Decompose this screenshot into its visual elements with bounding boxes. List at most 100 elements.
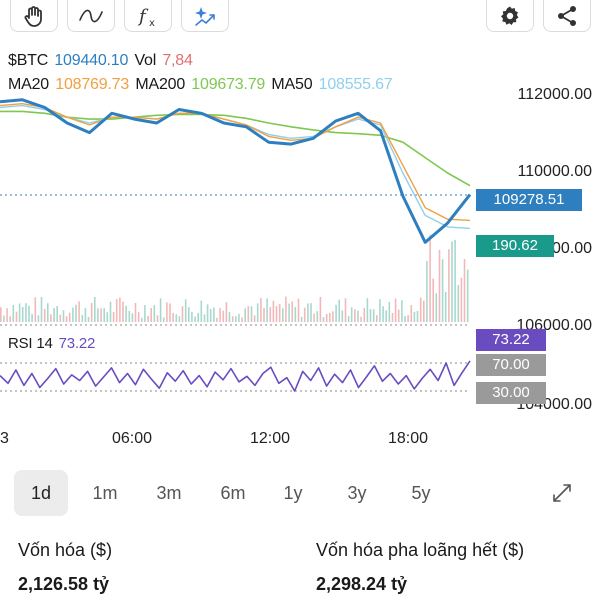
volume-bar	[147, 316, 149, 322]
range-3y-button[interactable]: 3y	[347, 483, 367, 503]
volume-bar	[228, 312, 231, 322]
volume-bar	[172, 312, 174, 322]
volume-bar	[90, 303, 93, 322]
vol-value: 7,84	[162, 52, 193, 69]
volume-bar	[244, 308, 246, 322]
volume-bar	[363, 308, 366, 322]
volume-bar	[134, 302, 137, 322]
volume-bar	[466, 269, 469, 322]
ma200-label: MA200	[135, 76, 186, 93]
volume-bar	[225, 302, 228, 322]
volume-bar	[275, 306, 278, 322]
volume-bar	[307, 303, 309, 322]
volume-bar	[178, 316, 181, 322]
ma50-label: MA50	[271, 76, 313, 93]
volume-bar	[269, 307, 272, 322]
volume-bar	[150, 308, 152, 322]
volume-bar	[322, 317, 325, 322]
range-5y-button[interactable]: 5y	[411, 483, 431, 503]
ma20-line	[0, 103, 471, 222]
volume-bar	[109, 301, 112, 322]
rsi-legend: RSI 14 73.22	[8, 335, 97, 352]
volume-bar	[75, 304, 77, 322]
time-tick: 06:00	[112, 430, 153, 447]
range-3m-button[interactable]: 3m	[156, 483, 182, 503]
volume-bar	[15, 311, 18, 322]
volume-bar	[125, 305, 127, 322]
volume-bar	[457, 284, 460, 322]
volume-bar	[181, 306, 184, 322]
ma50-value: 108555.67	[318, 76, 393, 93]
volume-bar	[250, 306, 253, 322]
volume-bar	[291, 301, 293, 322]
volume-bar	[319, 296, 322, 322]
volume-bar	[31, 314, 33, 322]
ma200-line	[0, 110, 471, 187]
volume-bar	[344, 298, 347, 322]
indicator-button[interactable]: f x	[124, 0, 172, 32]
volume-bar	[247, 306, 250, 322]
volume-bar	[12, 305, 15, 322]
volume-bar	[50, 314, 52, 322]
volume-bar	[235, 316, 237, 322]
volume-bar	[429, 234, 431, 322]
volume-bar	[200, 300, 203, 322]
volume-bar	[153, 305, 156, 322]
ai-signal-button[interactable]	[181, 0, 229, 32]
volume-bar	[335, 304, 337, 322]
drawing-tool-button[interactable]	[10, 0, 58, 32]
volume-bar	[131, 313, 134, 322]
price-tick: 112000.00	[517, 86, 592, 103]
volume-bar	[388, 301, 391, 322]
symbol-label: $BTC	[8, 52, 49, 69]
market-cap-value: 2,126.58 tỷ	[18, 574, 110, 594]
volume-bar	[357, 310, 359, 322]
fullscreen-button[interactable]	[540, 470, 584, 516]
settings-button[interactable]	[486, 0, 534, 32]
volume-bar	[256, 303, 259, 322]
volume-bar	[6, 308, 8, 322]
range-1y-button[interactable]: 1y	[283, 483, 303, 503]
volume-bar	[372, 309, 375, 322]
function-icon: f x	[137, 6, 155, 28]
volume-bar	[366, 298, 369, 322]
volume-bar	[209, 309, 212, 322]
volume-bar	[0, 307, 2, 322]
volume-bar	[144, 305, 146, 322]
volume-bar	[419, 297, 422, 322]
fdv-value: 2,298.24 tỷ	[316, 574, 408, 594]
volume-bar	[119, 297, 121, 322]
share-button[interactable]	[543, 0, 591, 32]
volume-bar	[394, 298, 397, 322]
range-6m-button[interactable]: 6m	[220, 483, 246, 503]
volume-bar	[341, 310, 344, 322]
vol-label: Vol	[134, 52, 157, 69]
time-tick: 18:00	[388, 430, 429, 447]
volume-bar	[454, 239, 456, 322]
volume-bar	[438, 250, 441, 322]
volume-bar	[338, 299, 340, 322]
volume-bar	[9, 316, 11, 322]
volume-bar	[379, 299, 381, 322]
volume-bar	[216, 317, 218, 322]
volume-bar	[194, 316, 196, 322]
volume-bar	[159, 298, 162, 322]
gear-icon	[501, 6, 519, 25]
volume-badge: 190.62	[476, 235, 554, 257]
price-legend: $BTC 109440.10 Vol 7,84	[8, 52, 195, 70]
volume-bar	[435, 293, 438, 322]
volume-bar	[78, 301, 80, 322]
price-chart[interactable]	[0, 0, 600, 430]
line-tool-button[interactable]	[67, 0, 115, 32]
range-1d-button[interactable]: 1d	[14, 470, 68, 516]
volume-bar	[441, 259, 444, 322]
volume-bar	[354, 309, 356, 322]
volume-bar	[68, 312, 71, 322]
price-line	[0, 98, 472, 244]
volume-bar	[288, 303, 290, 322]
ma20-value: 108769.73	[55, 76, 130, 93]
volume-bar	[369, 309, 372, 322]
volume-bar	[241, 317, 243, 322]
range-1m-button[interactable]: 1m	[92, 483, 118, 503]
volume-bar	[297, 298, 300, 322]
